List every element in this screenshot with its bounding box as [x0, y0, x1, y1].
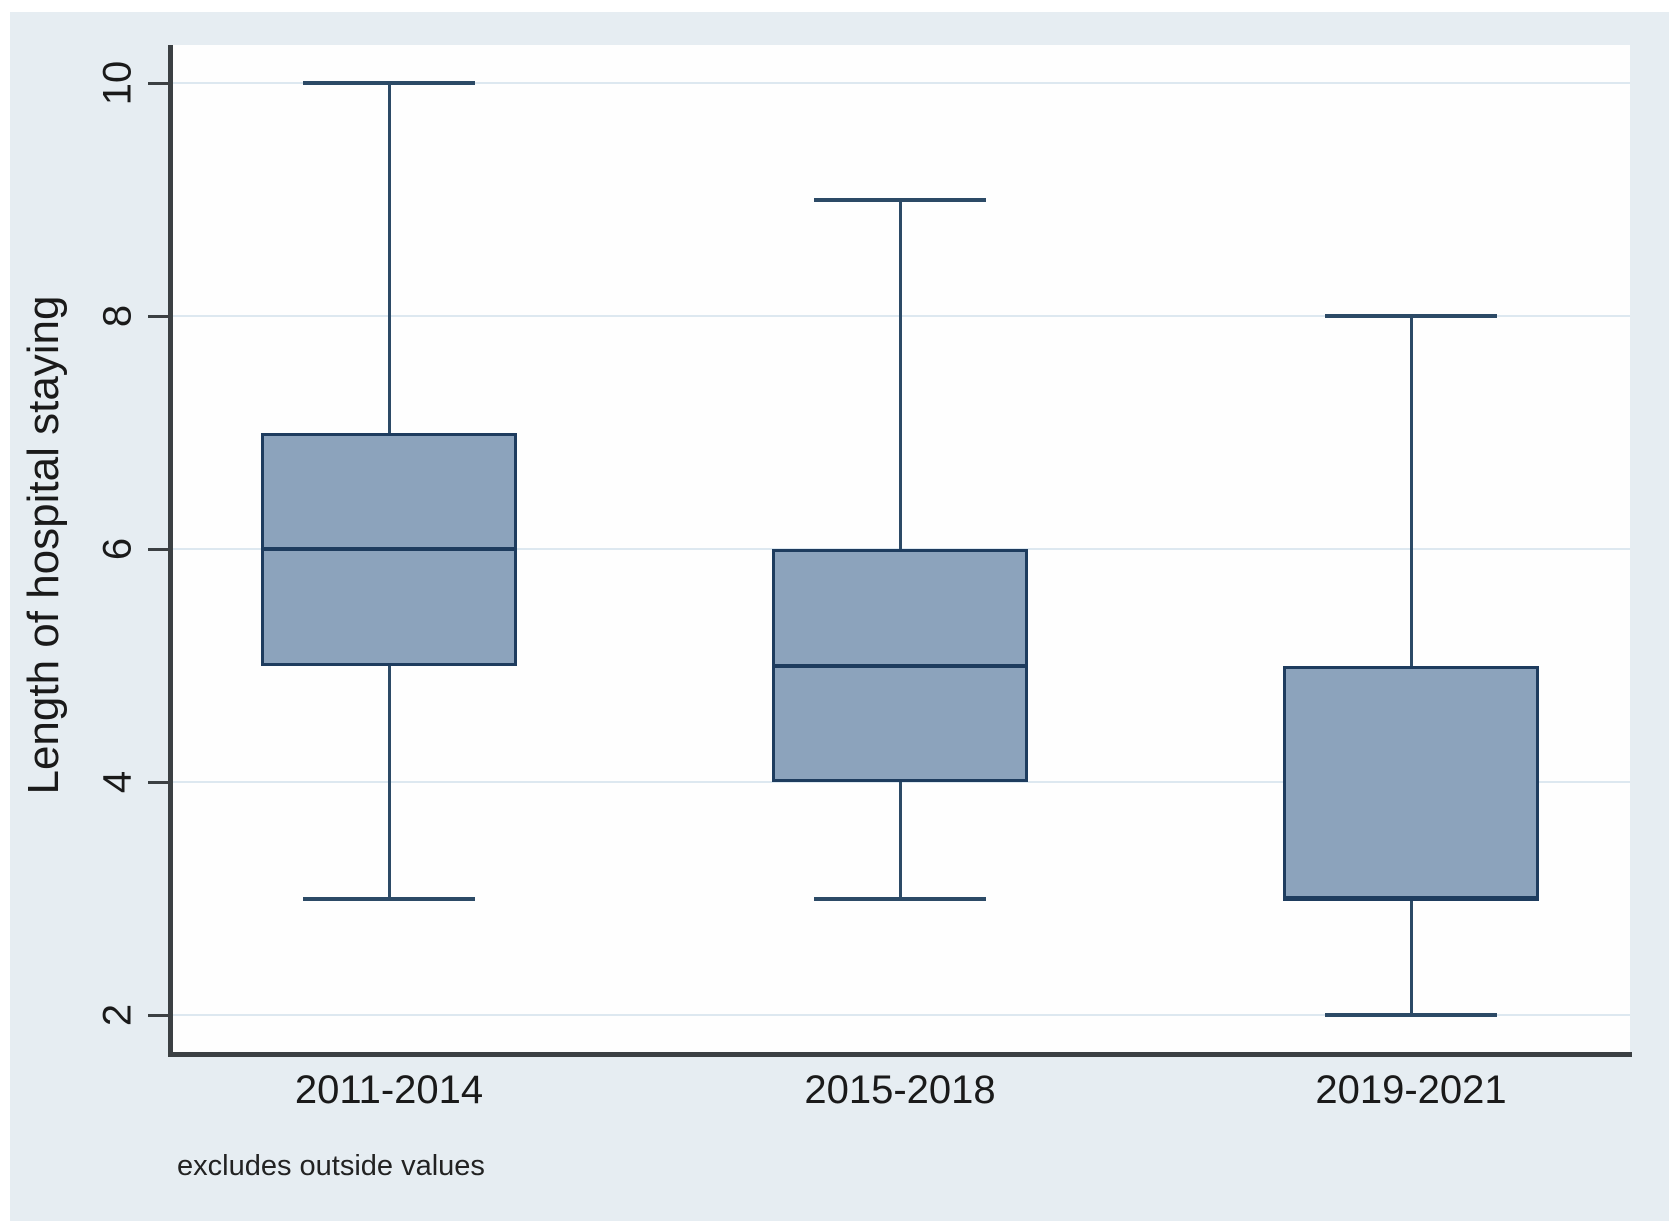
gridline-y-8	[173, 315, 1630, 317]
gridline-y-10	[173, 82, 1630, 84]
upper-whisker	[898, 199, 902, 549]
y-tick-10	[148, 82, 168, 85]
lower-whisker-cap	[814, 896, 986, 901]
y-axis-title-text: Length of hospital staying	[19, 295, 68, 795]
gridline-y-2	[173, 1014, 1630, 1016]
upper-whisker	[1409, 316, 1413, 666]
lower-whisker	[387, 665, 391, 899]
y-tick-6	[148, 548, 168, 551]
x-category-label-2011-2014: 2011-2014	[294, 1068, 484, 1112]
median-line	[772, 663, 1028, 668]
y-tick-label-text: 2	[95, 1003, 140, 1027]
upper-whisker-cap	[814, 197, 986, 202]
chart-note: excludes outside values	[177, 1150, 485, 1182]
y-tick-8	[148, 315, 168, 318]
lower-whisker-cap	[303, 896, 475, 901]
x-axis-line	[168, 1052, 1632, 1057]
x-category-label-2015-2018: 2015-2018	[804, 1068, 996, 1112]
lower-whisker-cap	[1325, 1013, 1497, 1017]
y-axis-line	[168, 45, 173, 1057]
y-tick-label-text: 10	[95, 60, 140, 106]
iqr-box	[1283, 665, 1539, 899]
y-tick-label-text: 8	[95, 304, 140, 328]
x-category-label-2019-2021: 2019-2021	[1315, 1068, 1507, 1112]
lower-whisker	[898, 782, 902, 899]
upper-whisker-cap	[303, 81, 475, 85]
y-tick-label-text: 4	[95, 770, 140, 794]
median-line	[261, 547, 517, 551]
y-tick-label-text: 6	[95, 537, 140, 561]
y-tick-2	[148, 1014, 168, 1017]
upper-whisker-cap	[1325, 314, 1497, 318]
gridline-y-4	[173, 781, 1630, 783]
upper-whisker	[387, 83, 391, 433]
y-tick-4	[148, 781, 168, 784]
lower-whisker	[1409, 898, 1413, 1015]
median-line	[1283, 896, 1539, 901]
